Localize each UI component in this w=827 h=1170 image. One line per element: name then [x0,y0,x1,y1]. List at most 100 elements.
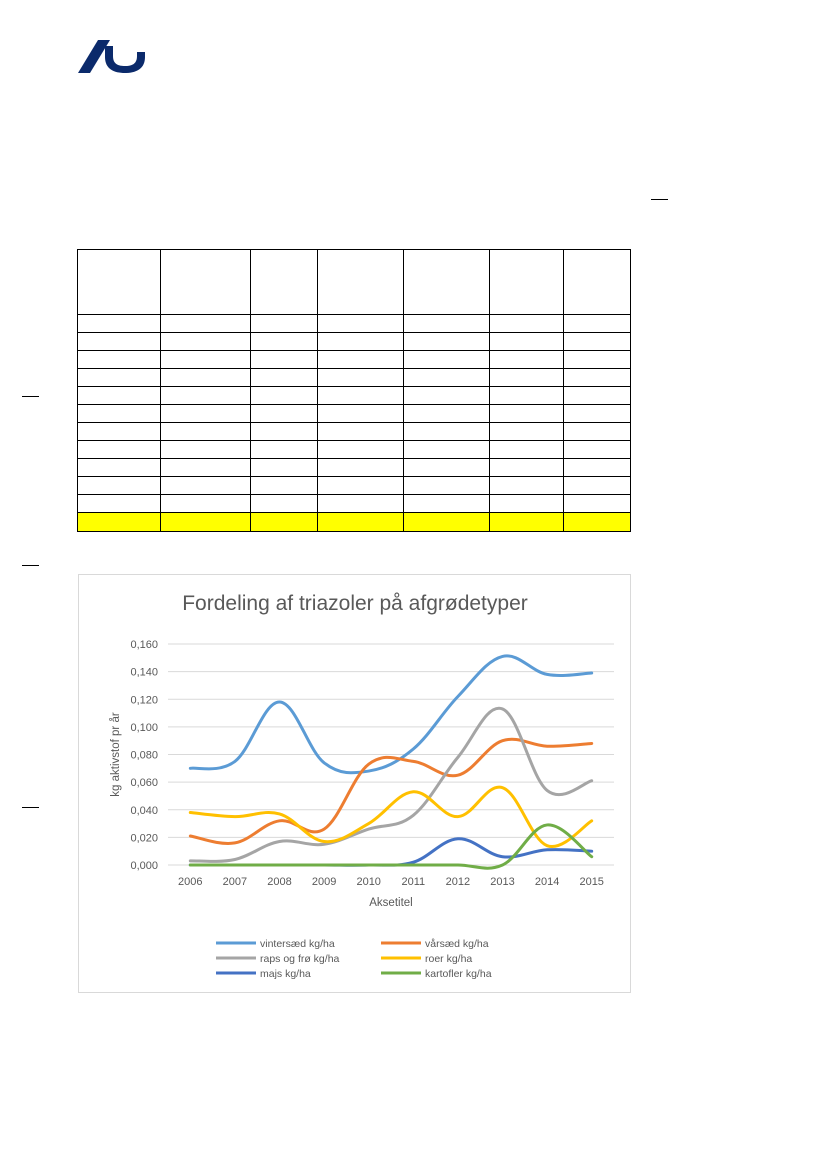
table-cell [317,350,404,369]
table-cell [317,422,404,441]
margin-mark [651,199,668,200]
table-row [77,386,631,405]
table-cell [317,494,404,513]
table-cell [403,386,490,405]
table-cell [160,458,251,477]
x-tick-label: 2009 [312,876,336,888]
table-cell [160,422,251,441]
table-cell [489,494,564,513]
data-table [77,249,631,532]
table-cell [77,476,161,495]
table-cell [160,476,251,495]
table-cell [489,404,564,423]
table-total-row [77,512,631,532]
table-cell [317,314,404,333]
table-cell [160,249,251,315]
table-cell [317,332,404,351]
table-cell [563,314,631,333]
table-row [77,476,631,495]
table-cell [563,332,631,351]
series-line [188,706,594,863]
table-row [77,350,631,369]
table-cell [563,350,631,369]
legend-label: roer kg/ha [425,953,472,965]
table-cell [489,458,564,477]
table-cell [160,404,251,423]
table-cell [160,332,251,351]
table-cell [160,386,251,405]
table-cell [317,404,404,423]
table-cell [250,494,318,513]
table-cell [489,512,564,532]
table-cell [317,440,404,459]
y-axis-label: kg aktivstof pr år [110,712,122,797]
legend-label: vårsæd kg/ha [425,938,489,950]
x-tick-label: 2013 [490,876,514,888]
table-cell [250,404,318,423]
table-cell [563,386,631,405]
table-cell [403,332,490,351]
series-line [188,785,594,848]
table-cell [77,404,161,423]
table-cell [403,512,490,532]
table-cell [160,350,251,369]
table-cell [250,512,318,532]
y-tick-label: 0,160 [130,639,158,651]
table-cell [77,422,161,441]
table-row [77,494,631,513]
table-cell [77,350,161,369]
table-cell [403,422,490,441]
table-cell [250,249,318,315]
y-tick-label: 0,000 [130,860,158,872]
table-cell [77,386,161,405]
y-tick-label: 0,060 [130,777,158,789]
table-cell [160,494,251,513]
table-cell [77,440,161,459]
table-cell [250,332,318,351]
x-tick-label: 2015 [579,876,603,888]
table-cell [489,332,564,351]
table-cell [77,314,161,333]
table-cell [563,249,631,315]
table-cell [403,458,490,477]
table-cell [403,314,490,333]
table-cell [403,249,490,315]
x-tick-label: 2007 [223,876,247,888]
logo-slash-shape [78,40,110,73]
margin-mark [22,396,39,397]
table-cell [77,458,161,477]
series-line [188,654,594,775]
table-cell [563,512,631,532]
table-cell [160,368,251,387]
table-cell [77,512,161,532]
y-tick-label: 0,140 [130,667,158,679]
table-row [77,332,631,351]
table-cell [250,350,318,369]
table-row [77,422,631,441]
table-cell [77,368,161,387]
y-tick-label: 0,020 [130,832,158,844]
y-tick-label: 0,080 [130,750,158,762]
table-cell [563,476,631,495]
series-line [188,823,594,870]
table-cell [563,422,631,441]
table-row [77,314,631,333]
x-tick-label: 2014 [535,876,559,888]
table-cell [160,440,251,459]
legend-label: vintersæd kg/ha [260,938,335,950]
table-cell [250,458,318,477]
chart-frame: Fordeling af triazoler på afgrødetyper 0,… [78,574,631,993]
y-tick-label: 0,120 [130,694,158,706]
university-logo [78,40,145,73]
table-cell [403,350,490,369]
table-cell [250,422,318,441]
table-cell [250,476,318,495]
table-cell [403,368,490,387]
table-cell [403,476,490,495]
table-cell [489,386,564,405]
table-cell [563,458,631,477]
table-row [77,440,631,459]
legend-label: kartofler kg/ha [425,968,492,980]
table-cell [250,368,318,387]
table-cell [563,368,631,387]
